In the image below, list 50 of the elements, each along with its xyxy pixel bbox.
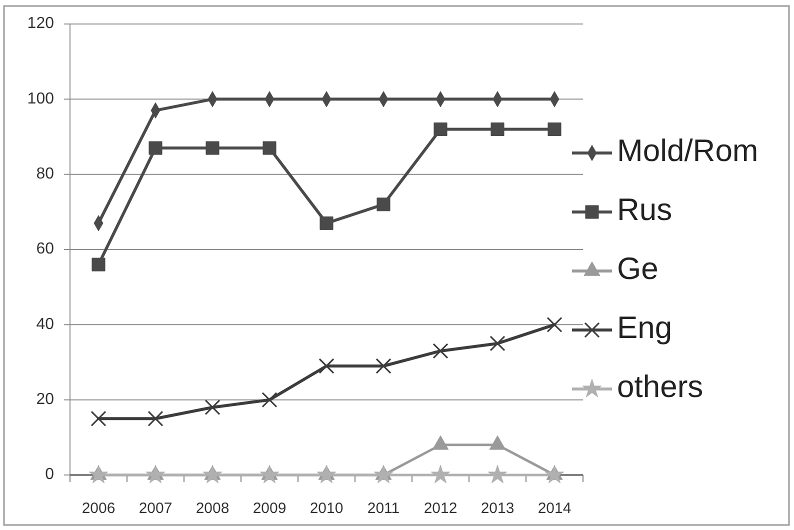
x-tick-label: 2006: [82, 500, 116, 517]
y-tick-label: 80: [36, 166, 54, 183]
point: [548, 122, 562, 136]
x-tick-label: 2009: [252, 500, 286, 517]
y-tick-label: 120: [27, 15, 54, 32]
point: [146, 464, 166, 484]
point: [430, 464, 450, 484]
legend-label: Rus: [617, 192, 672, 228]
y-tick-label: 100: [27, 90, 54, 108]
y-tick-label: 20: [36, 391, 54, 408]
point: [546, 316, 562, 332]
y-tick-label: 60: [36, 240, 54, 258]
x-tick-label: 2007: [138, 500, 172, 517]
point: [490, 336, 506, 352]
point: [148, 410, 164, 426]
point: [92, 258, 106, 272]
x-tick-label: 2013: [480, 500, 514, 517]
point: [432, 435, 449, 450]
point: [488, 464, 508, 484]
point: [204, 400, 220, 416]
x-tick-label: 2014: [538, 500, 572, 517]
point: [206, 141, 220, 155]
point: [260, 464, 280, 484]
point: [202, 464, 222, 484]
point: [318, 358, 334, 374]
legend-label: others: [617, 369, 704, 404]
y-tick-label: 40: [36, 316, 54, 333]
legend-label: Eng: [617, 310, 672, 346]
point: [148, 141, 162, 155]
point: [432, 343, 448, 359]
x-tick-label: 2010: [310, 500, 344, 517]
x-tick-label: 2008: [196, 500, 230, 517]
legend-label: Ge: [617, 251, 658, 286]
point: [262, 141, 276, 155]
point: [374, 464, 394, 484]
x-tick-label: 2012: [424, 500, 458, 517]
point: [434, 122, 448, 136]
point: [544, 464, 564, 484]
point: [489, 435, 506, 450]
point: [490, 122, 504, 136]
point: [376, 198, 390, 212]
point: [262, 392, 278, 408]
point: [316, 464, 336, 484]
legend-label: Mold/Rom: [617, 133, 758, 168]
point: [376, 358, 392, 374]
point: [88, 464, 108, 484]
x-tick-label: 2011: [367, 500, 400, 517]
point: [320, 216, 334, 230]
y-tick-label: 0: [45, 466, 54, 484]
point: [90, 410, 106, 426]
